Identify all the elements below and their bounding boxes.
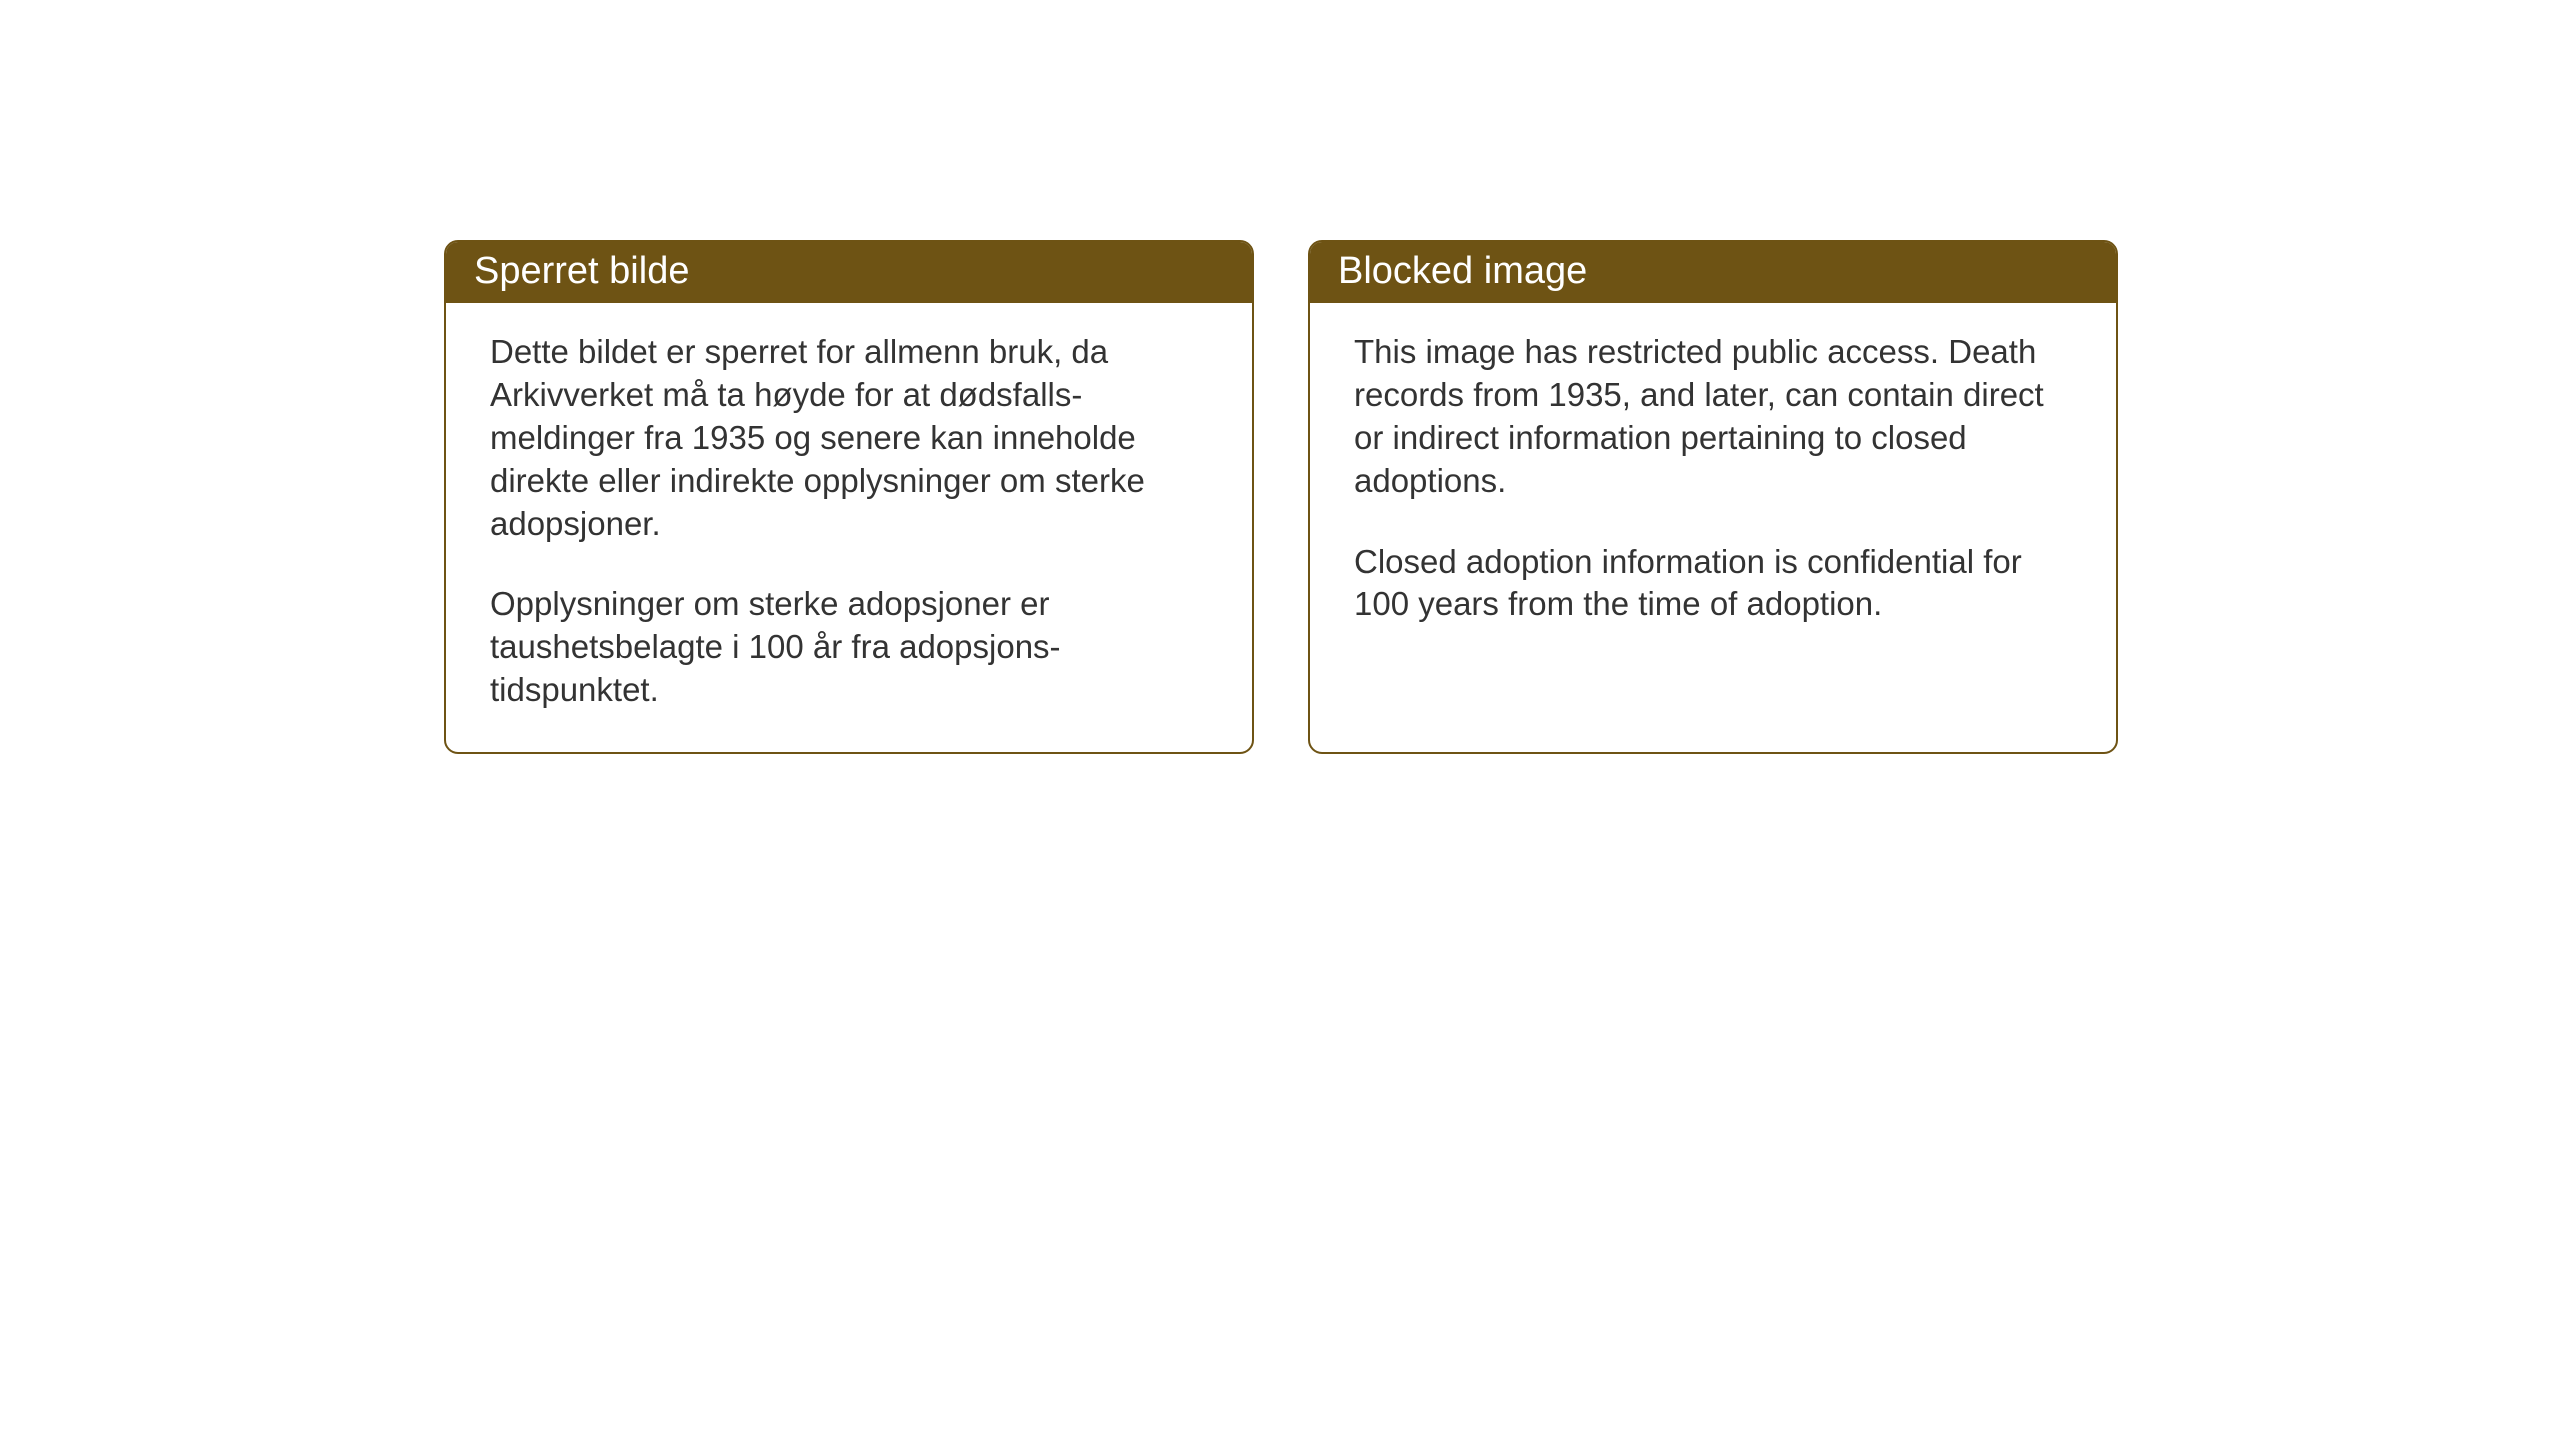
english-card-header: Blocked image bbox=[1310, 242, 2116, 303]
english-paragraph-1: This image has restricted public access.… bbox=[1354, 331, 2072, 503]
norwegian-card: Sperret bilde Dette bildet er sperret fo… bbox=[444, 240, 1254, 754]
english-card-title: Blocked image bbox=[1338, 250, 1587, 292]
norwegian-paragraph-2: Opplysninger om sterke adopsjoner er tau… bbox=[490, 583, 1208, 712]
norwegian-card-title: Sperret bilde bbox=[474, 250, 689, 292]
english-card: Blocked image This image has restricted … bbox=[1308, 240, 2118, 754]
english-paragraph-2: Closed adoption information is confident… bbox=[1354, 541, 2072, 627]
norwegian-paragraph-1: Dette bildet er sperret for allmenn bruk… bbox=[490, 331, 1208, 545]
norwegian-card-body: Dette bildet er sperret for allmenn bruk… bbox=[446, 303, 1252, 752]
notice-container: Sperret bilde Dette bildet er sperret fo… bbox=[444, 240, 2118, 754]
norwegian-card-header: Sperret bilde bbox=[446, 242, 1252, 303]
english-card-body: This image has restricted public access.… bbox=[1310, 303, 2116, 666]
